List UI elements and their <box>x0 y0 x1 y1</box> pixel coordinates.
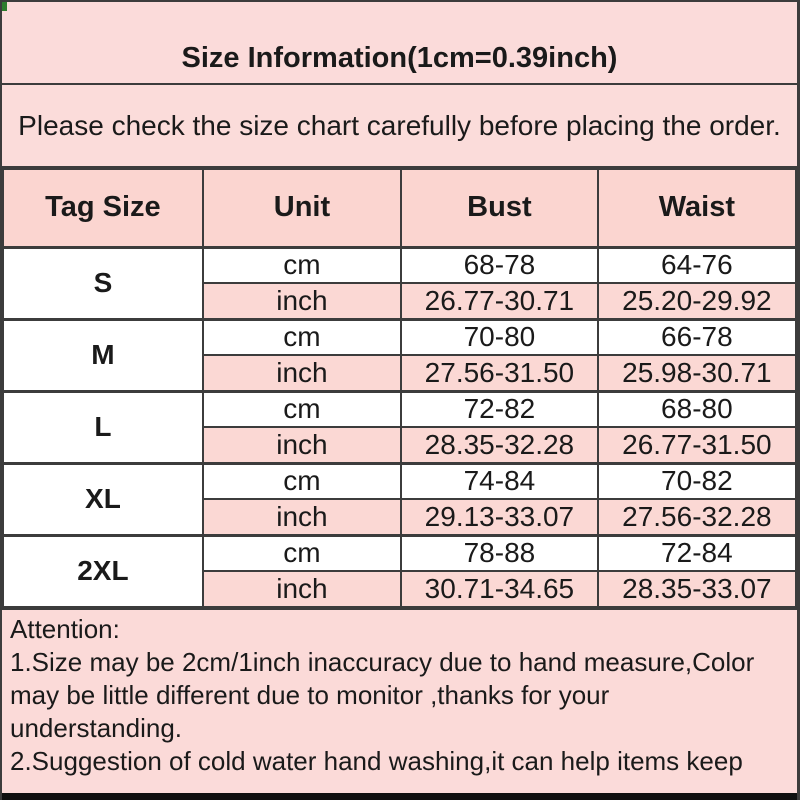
unit-cell: inch <box>201 570 403 608</box>
waist-cell: 27.56-32.28 <box>596 498 797 536</box>
unit-cell: inch <box>201 426 403 464</box>
column-header-bust: Bust <box>400 168 599 249</box>
unit-cell: inch <box>201 354 403 392</box>
attention-line: may be little different due to monitor ,… <box>10 680 610 710</box>
column-header-tag-size: Tag Size <box>2 168 204 249</box>
bust-cell: 27.56-31.50 <box>400 354 599 392</box>
size-label: S <box>2 246 204 320</box>
attention-heading: Attention: <box>10 614 120 644</box>
attention-line: 2.Suggestion of cold water hand washing,… <box>10 746 743 776</box>
waist-cell: 28.35-33.07 <box>596 570 797 608</box>
bust-cell: 28.35-32.28 <box>400 426 599 464</box>
bust-cell: 78-88 <box>400 533 599 572</box>
bust-cell: 72-82 <box>400 389 599 428</box>
unit-cell: cm <box>201 317 403 356</box>
title-banner: Size Information(1cm=0.39inch) <box>2 2 797 85</box>
size-table: Tag Size Unit Bust Waist S cm 68-78 64-7… <box>2 168 797 608</box>
table-row: inch 28.35-32.28 26.77-31.50 <box>3 426 797 464</box>
waist-cell: 26.77-31.50 <box>596 426 797 464</box>
unit-cell: cm <box>201 246 403 284</box>
bust-cell: 74-84 <box>400 461 599 500</box>
table-header-row: Tag Size Unit Bust Waist <box>2 168 797 249</box>
bust-cell: 30.71-34.65 <box>400 570 599 608</box>
size-label: L <box>2 389 204 464</box>
table-row: inch 27.56-31.50 25.98-30.71 <box>3 354 797 392</box>
table-row: 2XL cm 78-88 72-84 <box>2 533 797 608</box>
size-label: XL <box>2 461 204 536</box>
attention-line: understanding. <box>10 713 183 743</box>
table-row: M cm 70-80 66-78 <box>2 317 797 392</box>
attention-section: Attention: 1.Size may be 2cm/1inch inacc… <box>2 608 797 780</box>
waist-cell: 25.20-29.92 <box>596 282 797 320</box>
page-title: Size Information(1cm=0.39inch) <box>181 42 618 74</box>
waist-cell: 68-80 <box>596 389 797 428</box>
table-row: inch 26.77-30.71 25.20-29.92 <box>3 282 797 320</box>
bust-cell: 29.13-33.07 <box>400 498 599 536</box>
waist-cell: 25.98-30.71 <box>596 354 797 392</box>
note-banner: Please check the size chart carefully be… <box>2 85 797 168</box>
table-row: L cm 72-82 68-80 <box>2 389 797 464</box>
table-row: XL cm 74-84 70-82 <box>2 461 797 536</box>
unit-cell: cm <box>201 461 403 500</box>
bottom-border <box>2 793 797 800</box>
unit-cell: cm <box>201 533 403 572</box>
table-row: S cm 68-78 64-76 <box>2 246 797 320</box>
waist-cell: 72-84 <box>596 533 797 572</box>
column-header-waist: Waist <box>596 168 797 249</box>
note-text: Please check the size chart carefully be… <box>18 109 781 141</box>
waist-cell: 66-78 <box>596 317 797 356</box>
corner-artifact <box>2 2 7 11</box>
bust-cell: 68-78 <box>400 246 599 284</box>
unit-cell: inch <box>201 498 403 536</box>
unit-cell: cm <box>201 389 403 428</box>
table-row: inch 30.71-34.65 28.35-33.07 <box>3 570 797 608</box>
bust-cell: 70-80 <box>400 317 599 356</box>
bust-cell: 26.77-30.71 <box>400 282 599 320</box>
waist-cell: 70-82 <box>596 461 797 500</box>
size-label: 2XL <box>2 533 204 608</box>
attention-line: 1.Size may be 2cm/1inch inaccuracy due t… <box>10 647 755 677</box>
table-row: inch 29.13-33.07 27.56-32.28 <box>3 498 797 536</box>
column-header-unit: Unit <box>201 168 403 249</box>
waist-cell: 64-76 <box>596 246 797 284</box>
size-label: M <box>2 317 204 392</box>
unit-cell: inch <box>201 282 403 320</box>
